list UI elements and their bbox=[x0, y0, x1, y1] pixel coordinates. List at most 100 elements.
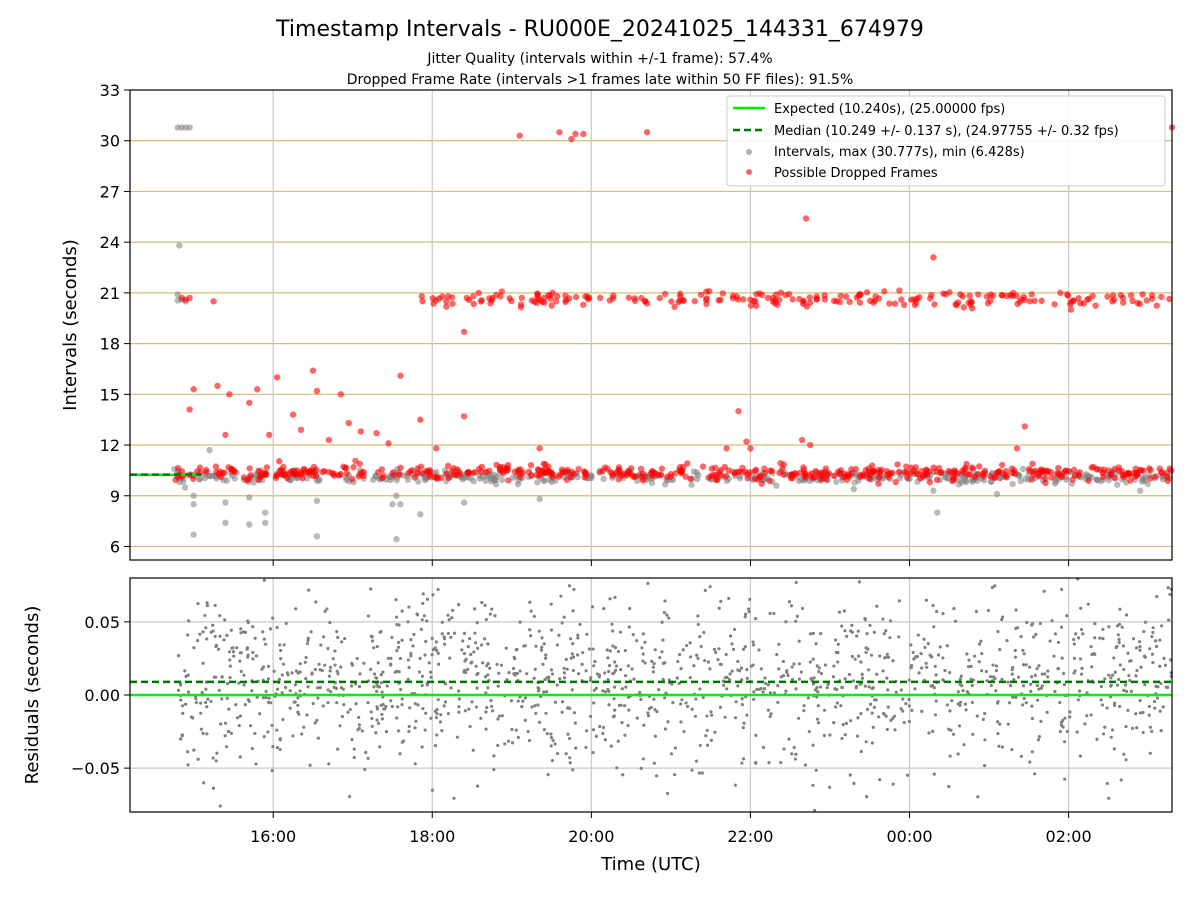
residual-point bbox=[430, 788, 435, 792]
residual-point bbox=[199, 711, 203, 715]
residual-point bbox=[578, 622, 582, 626]
dropped-frame-point bbox=[562, 298, 569, 306]
residual-point bbox=[375, 682, 379, 686]
dropped-frame-point bbox=[572, 130, 579, 138]
residual-point bbox=[466, 667, 470, 671]
residual-point bbox=[251, 625, 255, 629]
residual-point bbox=[1059, 587, 1064, 592]
interval-point bbox=[196, 475, 203, 483]
interval-point bbox=[934, 509, 941, 516]
residual-point bbox=[855, 634, 859, 638]
dropped-frame-point bbox=[661, 290, 669, 298]
residual-point bbox=[407, 665, 411, 670]
residual-point bbox=[1105, 706, 1109, 710]
legend: Expected (10.240s), (25.00000 fps) Media… bbox=[726, 95, 1166, 187]
dropped-frame-point bbox=[385, 440, 392, 447]
residual-point bbox=[510, 741, 515, 745]
residual-point bbox=[1021, 648, 1025, 653]
interval-point bbox=[492, 481, 500, 488]
dropped-frame-point bbox=[548, 302, 555, 309]
residual-point bbox=[1093, 636, 1097, 640]
residual-point bbox=[764, 681, 768, 686]
residual-point bbox=[996, 629, 1000, 634]
residual-point bbox=[296, 696, 300, 700]
residual-point bbox=[205, 604, 210, 608]
residual-point bbox=[553, 700, 558, 704]
residual-point bbox=[690, 768, 694, 772]
residual-point bbox=[797, 716, 801, 720]
residual-point bbox=[305, 641, 310, 646]
interval-point bbox=[498, 476, 506, 484]
dropped-frame-point bbox=[960, 469, 968, 476]
dropped-frame-point bbox=[514, 468, 522, 475]
residual-point bbox=[512, 672, 516, 676]
residual-point bbox=[1076, 698, 1080, 702]
residual-point bbox=[314, 600, 318, 604]
residual-point bbox=[635, 716, 639, 720]
residual-point bbox=[872, 705, 876, 709]
residual-point bbox=[285, 671, 289, 675]
residual-point bbox=[745, 668, 749, 672]
dropped-frame-point bbox=[658, 465, 666, 472]
dropped-frame-point bbox=[544, 469, 551, 476]
residual-point bbox=[413, 762, 417, 766]
residual-point bbox=[396, 705, 400, 709]
residual-point bbox=[550, 758, 555, 763]
residual-point bbox=[475, 784, 480, 788]
dropped-frame-point bbox=[570, 470, 578, 478]
residual-point bbox=[1114, 645, 1118, 650]
interval-point bbox=[393, 492, 400, 499]
residual-point bbox=[926, 642, 930, 646]
dropped-frame-point bbox=[702, 296, 710, 304]
residual-point bbox=[1052, 654, 1056, 658]
residual-point bbox=[348, 707, 352, 712]
dropped-frame-point bbox=[1153, 302, 1160, 309]
dropped-frame-point bbox=[596, 294, 604, 302]
residual-point bbox=[934, 673, 938, 677]
residual-point bbox=[769, 712, 773, 716]
residual-point bbox=[223, 618, 227, 622]
dropped-frame-point bbox=[340, 463, 347, 470]
residual-point bbox=[996, 731, 1000, 736]
residual-point bbox=[1167, 618, 1171, 622]
residual-point bbox=[467, 707, 471, 711]
chart-subtitle-dropped: Dropped Frame Rate (intervals >1 frames … bbox=[347, 72, 854, 88]
residual-point bbox=[181, 711, 185, 715]
dropped-frame-point bbox=[1029, 460, 1036, 467]
residual-point bbox=[845, 634, 849, 638]
residual-point bbox=[462, 651, 466, 656]
residual-point bbox=[1006, 722, 1010, 726]
residual-point bbox=[934, 699, 938, 703]
residual-point bbox=[1037, 687, 1041, 691]
residual-point bbox=[811, 631, 815, 636]
residual-point bbox=[1154, 639, 1158, 643]
residual-point bbox=[598, 724, 602, 729]
residual-point bbox=[564, 657, 568, 661]
residual-point bbox=[807, 730, 811, 734]
residual-point bbox=[580, 662, 584, 666]
residual-point bbox=[211, 623, 215, 627]
residual-point bbox=[223, 734, 227, 738]
dropped-frame-point bbox=[534, 291, 541, 298]
dropped-frame-point bbox=[878, 466, 885, 474]
residual-point bbox=[948, 671, 952, 675]
residual-point bbox=[277, 677, 281, 681]
residual-point bbox=[254, 762, 258, 766]
dropped-frame-point bbox=[313, 387, 321, 395]
residual-point bbox=[732, 627, 737, 631]
residual-point bbox=[474, 664, 478, 668]
residual-point bbox=[1035, 667, 1039, 671]
residual-point bbox=[429, 716, 433, 720]
residual-point bbox=[290, 671, 294, 675]
residual-point bbox=[947, 727, 951, 731]
residual-point bbox=[258, 712, 262, 716]
dropped-frame-point bbox=[246, 399, 253, 406]
residual-point bbox=[228, 664, 232, 668]
residual-point bbox=[421, 706, 425, 711]
interval-point bbox=[190, 501, 197, 508]
residual-point bbox=[1078, 657, 1083, 661]
interval-point bbox=[389, 501, 396, 508]
dropped-frame-point bbox=[846, 298, 853, 306]
residual-point bbox=[998, 647, 1002, 652]
residual-point bbox=[439, 713, 443, 717]
